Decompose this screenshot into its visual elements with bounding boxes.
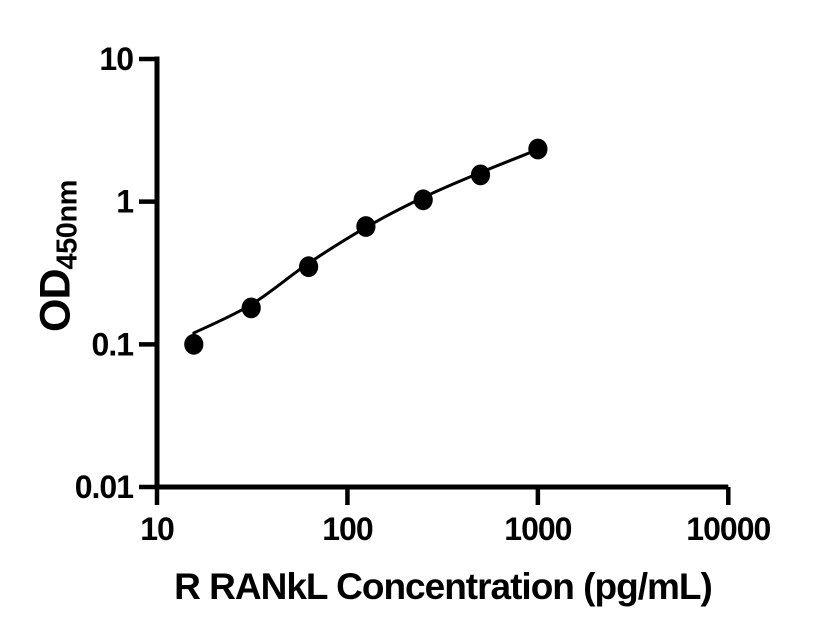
x-tick-label: 10000 (686, 511, 770, 547)
data-point-marker (528, 138, 548, 160)
y-tick-label: 0.1 (92, 326, 134, 362)
data-point-marker (356, 216, 376, 237)
x-tick-label: 10 (140, 511, 174, 547)
y-tick-label: 1 (116, 184, 133, 220)
data-point-marker (241, 297, 261, 319)
data-point-marker (413, 189, 433, 211)
x-tick-label: 100 (322, 511, 373, 547)
y-axis-title-main: OD (31, 269, 80, 332)
x-tick-label: 1000 (504, 511, 571, 547)
y-axis-title: OD450nm (32, 180, 85, 332)
data-point-marker (184, 333, 204, 355)
y-tick-label: 10 (99, 41, 133, 77)
data-point-marker (470, 164, 491, 186)
y-tick-label: 0.01 (75, 469, 133, 505)
x-axis-title: R RANkL Concentration (pg/mL) (174, 566, 713, 607)
data-point-marker (299, 256, 319, 278)
y-axis-title-subscript: 450nm (51, 180, 84, 270)
